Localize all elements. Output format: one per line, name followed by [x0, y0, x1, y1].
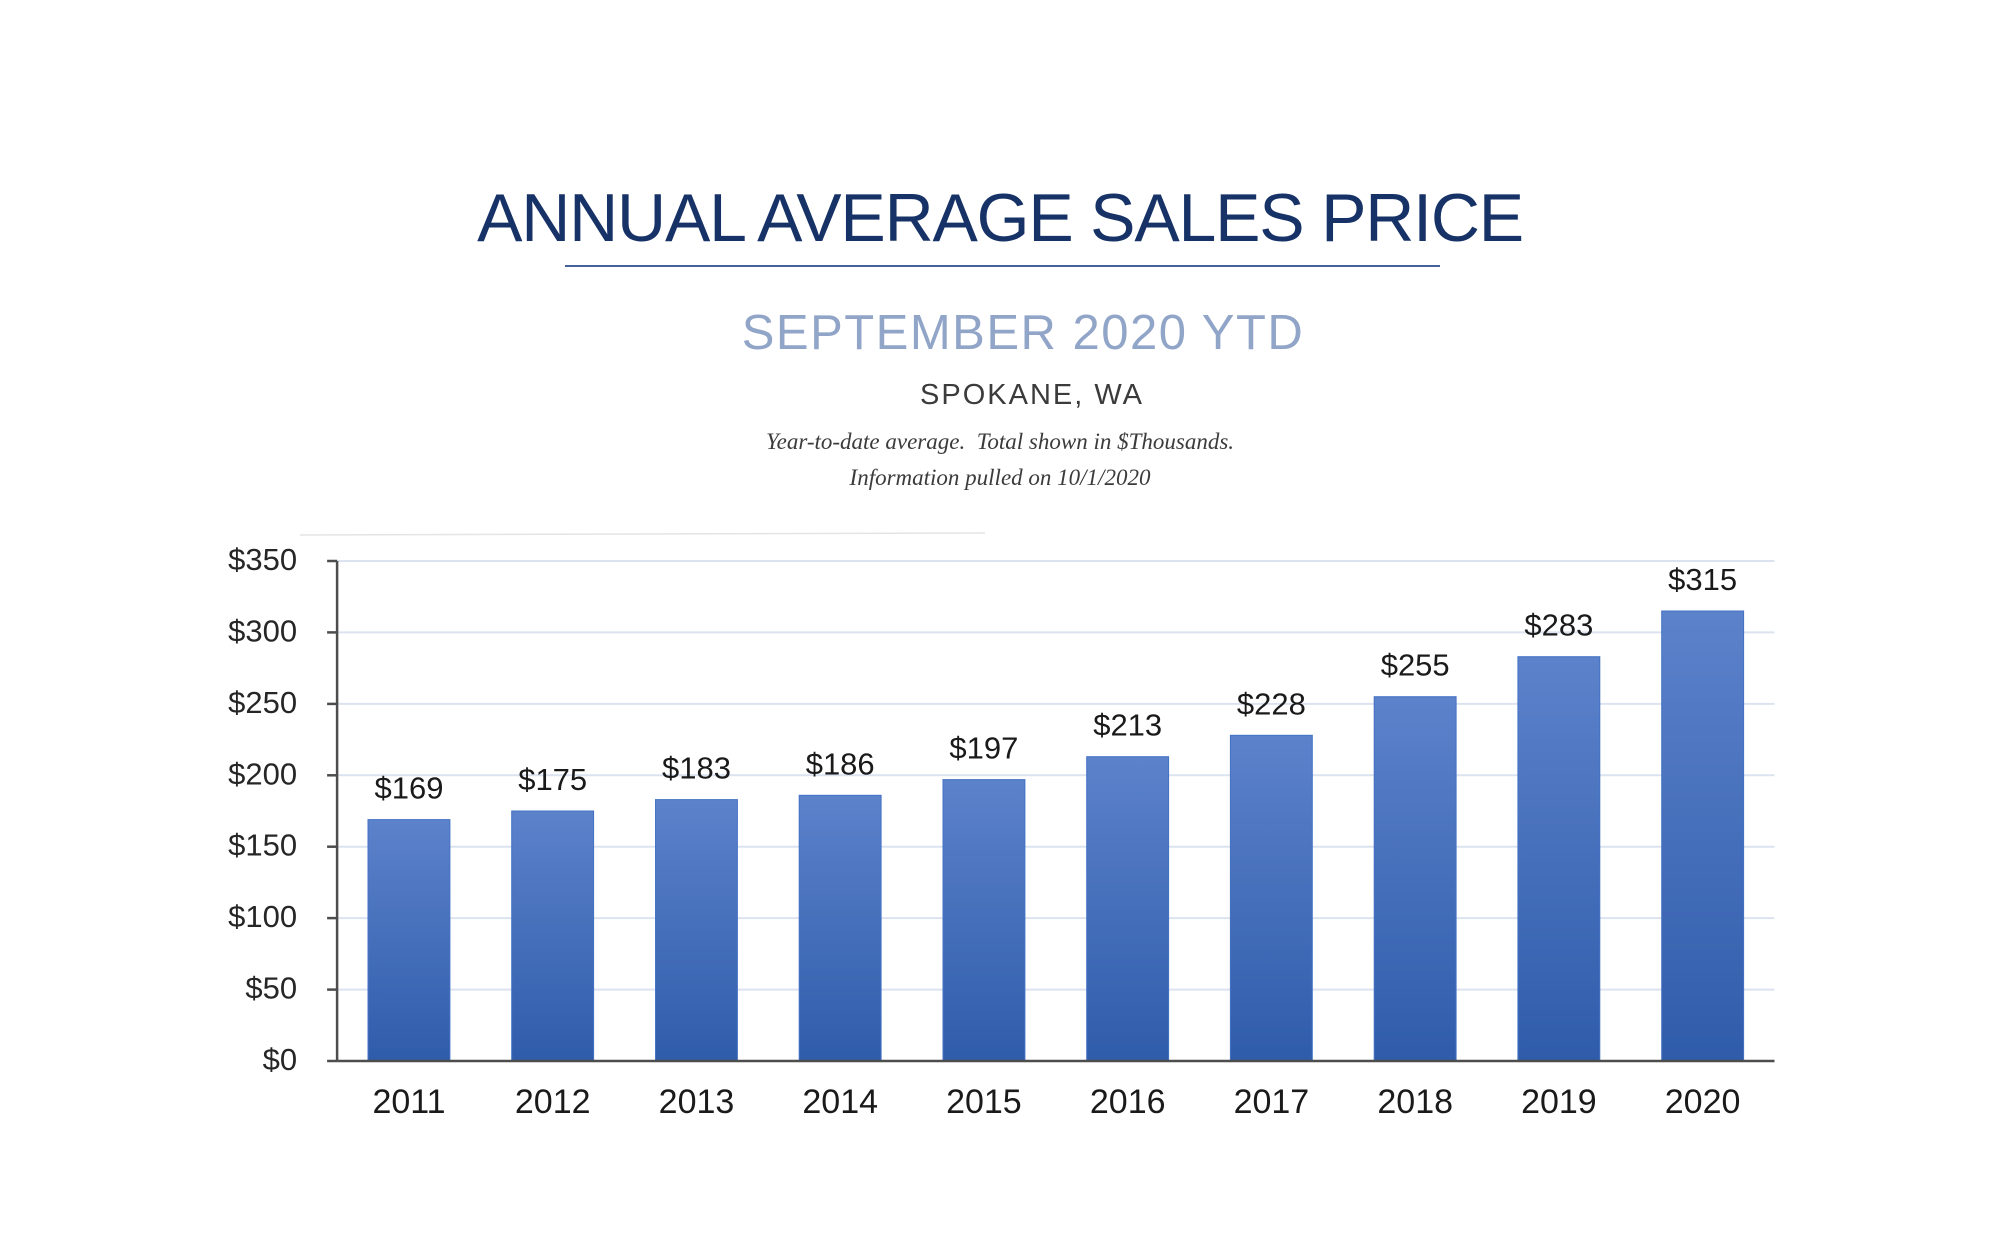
svg-text:$175: $175 — [518, 762, 587, 797]
svg-text:2017: 2017 — [1234, 1083, 1310, 1121]
svg-text:$183: $183 — [662, 751, 731, 786]
svg-text:$0: $0 — [263, 1042, 297, 1077]
svg-text:2018: 2018 — [1377, 1083, 1453, 1121]
svg-text:$228: $228 — [1237, 686, 1306, 721]
svg-text:$197: $197 — [949, 731, 1018, 766]
svg-text:2011: 2011 — [372, 1083, 445, 1121]
svg-text:$100: $100 — [228, 899, 297, 934]
svg-text:2019: 2019 — [1521, 1083, 1597, 1121]
svg-text:$283: $283 — [1524, 608, 1593, 643]
svg-text:$255: $255 — [1381, 648, 1450, 683]
svg-text:2015: 2015 — [946, 1083, 1022, 1121]
svg-text:$169: $169 — [375, 771, 444, 806]
svg-text:2013: 2013 — [659, 1083, 735, 1121]
svg-text:2014: 2014 — [802, 1083, 878, 1121]
svg-text:$50: $50 — [245, 971, 297, 1006]
svg-text:$315: $315 — [1668, 562, 1737, 597]
svg-text:$200: $200 — [228, 756, 297, 791]
svg-text:2012: 2012 — [515, 1083, 591, 1121]
svg-text:2020: 2020 — [1665, 1083, 1741, 1121]
svg-text:$213: $213 — [1093, 708, 1162, 743]
svg-text:2016: 2016 — [1090, 1083, 1166, 1121]
svg-text:$186: $186 — [806, 746, 875, 781]
svg-text:$350: $350 — [228, 542, 297, 577]
svg-text:$300: $300 — [228, 613, 297, 648]
svg-text:$150: $150 — [228, 828, 297, 863]
svg-text:$250: $250 — [228, 685, 297, 720]
